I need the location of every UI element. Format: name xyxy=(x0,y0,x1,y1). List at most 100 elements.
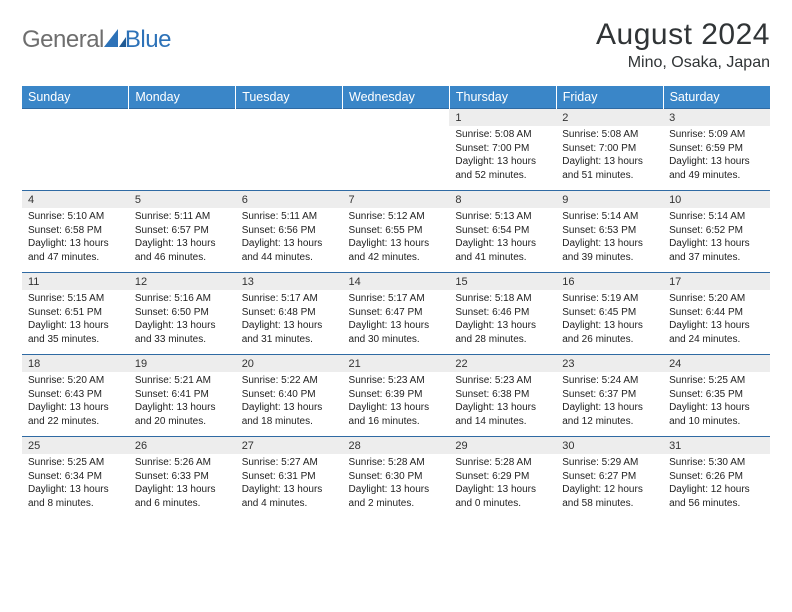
weekday-header: Friday xyxy=(556,86,663,109)
day-body: Sunrise: 5:15 AMSunset: 6:51 PMDaylight:… xyxy=(22,290,129,354)
sunset-line: Sunset: 6:53 PM xyxy=(562,224,657,238)
sunset-line: Sunset: 6:58 PM xyxy=(28,224,123,238)
empty-cell xyxy=(236,109,343,191)
sunrise-line: Sunrise: 5:20 AM xyxy=(28,374,123,388)
day-cell: 16Sunrise: 5:19 AMSunset: 6:45 PMDayligh… xyxy=(556,273,663,355)
calendar-table: SundayMondayTuesdayWednesdayThursdayFrid… xyxy=(22,86,770,518)
daylight-line: Daylight: 13 hours and 35 minutes. xyxy=(28,319,123,346)
day-body: Sunrise: 5:21 AMSunset: 6:41 PMDaylight:… xyxy=(129,372,236,436)
daylight-line: Daylight: 13 hours and 20 minutes. xyxy=(135,401,230,428)
calendar-row: 11Sunrise: 5:15 AMSunset: 6:51 PMDayligh… xyxy=(22,273,770,355)
day-body: Sunrise: 5:28 AMSunset: 6:29 PMDaylight:… xyxy=(449,454,556,518)
sunrise-line: Sunrise: 5:22 AM xyxy=(242,374,337,388)
logo-word-blue: Blue xyxy=(125,26,171,54)
sunset-line: Sunset: 6:34 PM xyxy=(28,470,123,484)
day-cell: 10Sunrise: 5:14 AMSunset: 6:52 PMDayligh… xyxy=(663,191,770,273)
daylight-line: Daylight: 13 hours and 49 minutes. xyxy=(669,155,764,182)
day-cell: 14Sunrise: 5:17 AMSunset: 6:47 PMDayligh… xyxy=(343,273,450,355)
day-number: 2 xyxy=(556,109,663,126)
sunset-line: Sunset: 7:00 PM xyxy=(562,142,657,156)
day-body: Sunrise: 5:17 AMSunset: 6:47 PMDaylight:… xyxy=(343,290,450,354)
day-body: Sunrise: 5:08 AMSunset: 7:00 PMDaylight:… xyxy=(556,126,663,190)
sunrise-line: Sunrise: 5:28 AM xyxy=(349,456,444,470)
day-number: 1 xyxy=(449,109,556,126)
daylight-line: Daylight: 13 hours and 6 minutes. xyxy=(135,483,230,510)
day-body: Sunrise: 5:14 AMSunset: 6:53 PMDaylight:… xyxy=(556,208,663,272)
sunset-line: Sunset: 6:31 PM xyxy=(242,470,337,484)
sunset-line: Sunset: 6:30 PM xyxy=(349,470,444,484)
daylight-line: Daylight: 13 hours and 31 minutes. xyxy=(242,319,337,346)
day-cell: 21Sunrise: 5:23 AMSunset: 6:39 PMDayligh… xyxy=(343,355,450,437)
day-number: 29 xyxy=(449,437,556,454)
sunrise-line: Sunrise: 5:24 AM xyxy=(562,374,657,388)
day-cell: 3Sunrise: 5:09 AMSunset: 6:59 PMDaylight… xyxy=(663,109,770,191)
sunrise-line: Sunrise: 5:19 AM xyxy=(562,292,657,306)
header: General Blue August 2024 Mino, Osaka, Ja… xyxy=(22,18,770,72)
day-cell: 9Sunrise: 5:14 AMSunset: 6:53 PMDaylight… xyxy=(556,191,663,273)
empty-cell xyxy=(22,109,129,191)
daylight-line: Daylight: 13 hours and 8 minutes. xyxy=(28,483,123,510)
sunset-line: Sunset: 6:39 PM xyxy=(349,388,444,402)
empty-cell xyxy=(343,109,450,191)
day-body: Sunrise: 5:12 AMSunset: 6:55 PMDaylight:… xyxy=(343,208,450,272)
calendar-body: 1Sunrise: 5:08 AMSunset: 7:00 PMDaylight… xyxy=(22,109,770,519)
day-cell: 18Sunrise: 5:20 AMSunset: 6:43 PMDayligh… xyxy=(22,355,129,437)
sunset-line: Sunset: 6:44 PM xyxy=(669,306,764,320)
day-body: Sunrise: 5:23 AMSunset: 6:39 PMDaylight:… xyxy=(343,372,450,436)
day-cell: 2Sunrise: 5:08 AMSunset: 7:00 PMDaylight… xyxy=(556,109,663,191)
day-cell: 29Sunrise: 5:28 AMSunset: 6:29 PMDayligh… xyxy=(449,437,556,519)
sunrise-line: Sunrise: 5:17 AM xyxy=(349,292,444,306)
weekday-header: Thursday xyxy=(449,86,556,109)
day-cell: 11Sunrise: 5:15 AMSunset: 6:51 PMDayligh… xyxy=(22,273,129,355)
sunset-line: Sunset: 6:38 PM xyxy=(455,388,550,402)
daylight-line: Daylight: 13 hours and 0 minutes. xyxy=(455,483,550,510)
sunset-line: Sunset: 7:00 PM xyxy=(455,142,550,156)
sunrise-line: Sunrise: 5:20 AM xyxy=(669,292,764,306)
weekday-header: Monday xyxy=(129,86,236,109)
day-cell: 12Sunrise: 5:16 AMSunset: 6:50 PMDayligh… xyxy=(129,273,236,355)
sunrise-line: Sunrise: 5:11 AM xyxy=(135,210,230,224)
calendar-header-row: SundayMondayTuesdayWednesdayThursdayFrid… xyxy=(22,86,770,109)
sunset-line: Sunset: 6:51 PM xyxy=(28,306,123,320)
sunrise-line: Sunrise: 5:11 AM xyxy=(242,210,337,224)
day-number: 11 xyxy=(22,273,129,290)
sunrise-line: Sunrise: 5:08 AM xyxy=(455,128,550,142)
daylight-line: Daylight: 13 hours and 33 minutes. xyxy=(135,319,230,346)
location: Mino, Osaka, Japan xyxy=(596,54,770,72)
day-number: 28 xyxy=(343,437,450,454)
day-number: 8 xyxy=(449,191,556,208)
day-body: Sunrise: 5:10 AMSunset: 6:58 PMDaylight:… xyxy=(22,208,129,272)
day-number: 16 xyxy=(556,273,663,290)
day-cell: 31Sunrise: 5:30 AMSunset: 6:26 PMDayligh… xyxy=(663,437,770,519)
day-number: 14 xyxy=(343,273,450,290)
sunrise-line: Sunrise: 5:30 AM xyxy=(669,456,764,470)
day-cell: 20Sunrise: 5:22 AMSunset: 6:40 PMDayligh… xyxy=(236,355,343,437)
sunset-line: Sunset: 6:37 PM xyxy=(562,388,657,402)
sunrise-line: Sunrise: 5:25 AM xyxy=(28,456,123,470)
sunset-line: Sunset: 6:59 PM xyxy=(669,142,764,156)
day-number: 22 xyxy=(449,355,556,372)
title-block: August 2024 Mino, Osaka, Japan xyxy=(596,18,770,72)
day-number: 15 xyxy=(449,273,556,290)
sunrise-line: Sunrise: 5:21 AM xyxy=(135,374,230,388)
day-number: 6 xyxy=(236,191,343,208)
day-cell: 7Sunrise: 5:12 AMSunset: 6:55 PMDaylight… xyxy=(343,191,450,273)
daylight-line: Daylight: 13 hours and 16 minutes. xyxy=(349,401,444,428)
sunrise-line: Sunrise: 5:23 AM xyxy=(455,374,550,388)
sunset-line: Sunset: 6:40 PM xyxy=(242,388,337,402)
day-body: Sunrise: 5:30 AMSunset: 6:26 PMDaylight:… xyxy=(663,454,770,518)
day-body: Sunrise: 5:28 AMSunset: 6:30 PMDaylight:… xyxy=(343,454,450,518)
sunrise-line: Sunrise: 5:27 AM xyxy=(242,456,337,470)
day-number: 7 xyxy=(343,191,450,208)
daylight-line: Daylight: 13 hours and 42 minutes. xyxy=(349,237,444,264)
calendar-page: General Blue August 2024 Mino, Osaka, Ja… xyxy=(0,0,792,528)
sunset-line: Sunset: 6:27 PM xyxy=(562,470,657,484)
day-number: 26 xyxy=(129,437,236,454)
weekday-header: Sunday xyxy=(22,86,129,109)
sunset-line: Sunset: 6:47 PM xyxy=(349,306,444,320)
daylight-line: Daylight: 13 hours and 52 minutes. xyxy=(455,155,550,182)
sunrise-line: Sunrise: 5:23 AM xyxy=(349,374,444,388)
logo-word-general: General xyxy=(22,26,104,54)
day-cell: 24Sunrise: 5:25 AMSunset: 6:35 PMDayligh… xyxy=(663,355,770,437)
sunset-line: Sunset: 6:41 PM xyxy=(135,388,230,402)
